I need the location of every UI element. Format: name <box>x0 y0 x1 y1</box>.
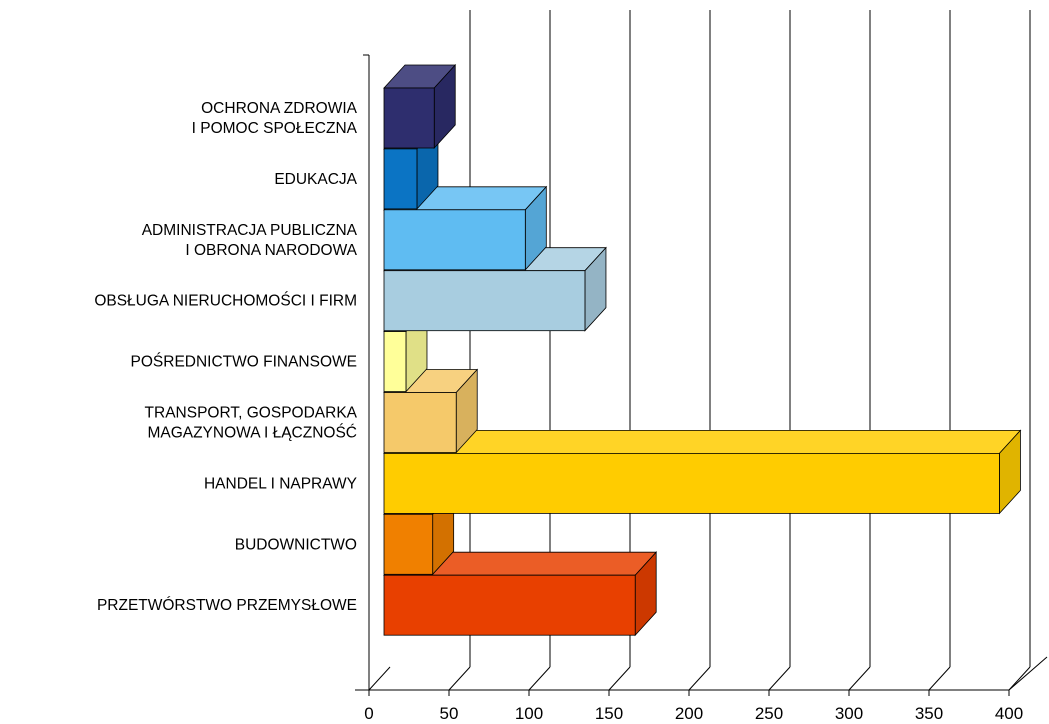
category-label: BUDOWNICTWO <box>235 536 357 553</box>
category-labels: OCHRONA ZDROWIA I POMOC SPOŁECZNA EDUKACJA… <box>94 100 357 614</box>
bar-6 <box>383 429 1022 515</box>
x-tick-labels: 0 50 100 150 200 250 300 350 400 <box>364 704 1023 723</box>
bar-series <box>383 63 1022 637</box>
bar-front-face <box>383 574 636 636</box>
floor-line-350 <box>928 666 951 691</box>
category-label: HANDEL I NAPRAWY <box>204 475 357 492</box>
floor-line-200 <box>688 666 711 691</box>
x-tick-label-300: 300 <box>835 704 863 723</box>
x-tick-label-0: 0 <box>364 704 373 723</box>
floor-line-400 <box>1008 666 1031 691</box>
category-label: EDUKACJA <box>274 171 357 188</box>
category-label: ADMINISTRACJA PUBLICZNA I OBRONA NARODOWA <box>142 222 358 259</box>
bar-5 <box>383 368 479 454</box>
category-label: TRANSPORT, GOSPODARKA MAGAZYNOWA I ŁĄCZNO… <box>145 405 358 442</box>
floor-line-250 <box>768 666 791 691</box>
bar-front-face <box>383 209 526 271</box>
chart-axes <box>355 54 1048 696</box>
bar-0 <box>383 63 457 150</box>
x-tick-label-400: 400 <box>995 704 1023 723</box>
category-label: OCHRONA ZDROWIA I POMOC SPOŁECZNA <box>192 100 358 137</box>
floor-line-50 <box>448 666 471 691</box>
category-label: POŚREDNICTWO FINANSOWE <box>131 353 357 371</box>
x-tick-label-250: 250 <box>755 704 783 723</box>
x-tick-label-100: 100 <box>515 704 543 723</box>
bar-2 <box>383 185 548 271</box>
floor-line-300 <box>848 666 871 691</box>
bar-front-face <box>383 270 586 332</box>
value-axis-floor-edge <box>1008 656 1048 691</box>
x-tick-label-50: 50 <box>440 704 459 723</box>
category-label: PRZETWÓRSTWO PRZEMYSŁOWE <box>97 597 357 614</box>
floor-line-0 <box>368 666 391 691</box>
bar-8 <box>383 551 658 637</box>
bar-front-face <box>383 148 418 210</box>
bar-front-face <box>383 452 1000 514</box>
bar-front-face <box>383 87 435 149</box>
bar-top-face <box>383 429 1022 454</box>
bar-front-face <box>383 392 457 453</box>
x-tick-label-350: 350 <box>915 704 943 723</box>
bar-front-face <box>383 513 434 575</box>
x-tick-label-200: 200 <box>675 704 703 723</box>
bar-front-face <box>383 331 407 393</box>
floor-line-100 <box>528 666 551 691</box>
category-label: OBSŁUGA NIERUCHOMOŚCI I FIRM <box>94 292 357 310</box>
x-tick-label-150: 150 <box>595 704 623 723</box>
grid-lines <box>368 10 1031 691</box>
floor-line-150 <box>608 666 631 691</box>
